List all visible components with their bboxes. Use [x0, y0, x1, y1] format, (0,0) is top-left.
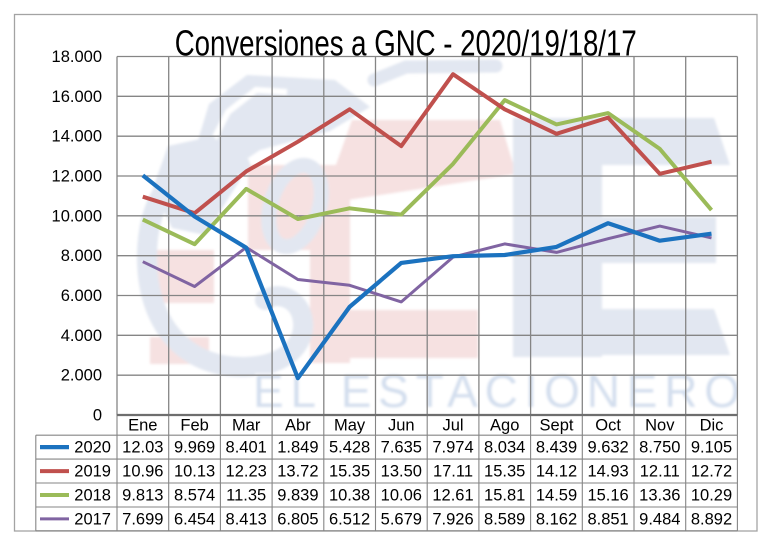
svg-text:2019: 2019	[74, 463, 111, 481]
svg-text:12.000: 12.000	[52, 168, 102, 186]
svg-text:12.23: 12.23	[226, 463, 267, 481]
svg-text:9.484: 9.484	[639, 510, 680, 528]
svg-text:Jun: Jun	[388, 417, 415, 435]
svg-text:8.000: 8.000	[61, 247, 102, 265]
svg-text:Conversiones a GNC - 2020/19/1: Conversiones a GNC - 2020/19/18/17	[175, 23, 637, 64]
svg-text:8.589: 8.589	[484, 510, 525, 528]
svg-text:15.81: 15.81	[484, 487, 525, 505]
svg-text:Jul: Jul	[442, 417, 463, 435]
svg-text:Ago: Ago	[490, 417, 519, 435]
svg-text:14.93: 14.93	[587, 463, 628, 481]
svg-text:14.000: 14.000	[52, 128, 102, 146]
svg-text:14.12: 14.12	[536, 463, 577, 481]
svg-text:Nov: Nov	[645, 417, 675, 435]
svg-text:6.000: 6.000	[61, 287, 102, 305]
svg-text:10.06: 10.06	[381, 487, 422, 505]
svg-text:7.635: 7.635	[381, 439, 422, 457]
svg-text:Dic: Dic	[700, 417, 724, 435]
svg-text:15.16: 15.16	[587, 487, 628, 505]
svg-text:0: 0	[93, 407, 102, 425]
svg-text:7.926: 7.926	[432, 510, 473, 528]
svg-text:13.72: 13.72	[277, 463, 318, 481]
svg-text:9.839: 9.839	[277, 487, 318, 505]
svg-text:2020: 2020	[74, 439, 111, 457]
svg-text:13.36: 13.36	[639, 487, 680, 505]
svg-text:Oct: Oct	[595, 417, 621, 435]
svg-text:May: May	[334, 417, 366, 435]
svg-text:8.574: 8.574	[174, 487, 215, 505]
svg-text:9.632: 9.632	[587, 439, 628, 457]
svg-text:5.679: 5.679	[381, 510, 422, 528]
svg-text:10.000: 10.000	[52, 207, 102, 225]
svg-text:2017: 2017	[74, 510, 111, 528]
svg-text:5.428: 5.428	[329, 439, 370, 457]
svg-text:EL ESTACIONERO: EL ESTACIONERO	[253, 365, 740, 417]
svg-text:9.969: 9.969	[174, 439, 215, 457]
svg-text:14.59: 14.59	[536, 487, 577, 505]
svg-text:13.50: 13.50	[381, 463, 422, 481]
svg-text:12.72: 12.72	[691, 463, 732, 481]
svg-text:2018: 2018	[74, 487, 111, 505]
svg-text:8.892: 8.892	[691, 510, 732, 528]
svg-text:8.851: 8.851	[587, 510, 628, 528]
svg-text:Feb: Feb	[180, 417, 208, 435]
svg-text:11.35: 11.35	[226, 487, 266, 505]
svg-text:12.03: 12.03	[122, 439, 163, 457]
svg-text:16.000: 16.000	[52, 88, 102, 106]
svg-text:Sept: Sept	[540, 417, 574, 435]
svg-text:15.35: 15.35	[484, 463, 525, 481]
svg-text:10.38: 10.38	[329, 487, 370, 505]
svg-text:7.974: 7.974	[432, 439, 473, 457]
svg-text:8.034: 8.034	[484, 439, 525, 457]
svg-text:6.454: 6.454	[174, 510, 215, 528]
svg-text:2.000: 2.000	[61, 367, 102, 385]
svg-text:12.11: 12.11	[640, 463, 680, 481]
svg-text:Abr: Abr	[285, 417, 311, 435]
svg-text:1.849: 1.849	[277, 439, 318, 457]
svg-text:Ene: Ene	[128, 417, 157, 435]
svg-text:7.699: 7.699	[122, 510, 163, 528]
svg-text:10.13: 10.13	[174, 463, 215, 481]
svg-text:Mar: Mar	[232, 417, 261, 435]
svg-text:10.96: 10.96	[122, 463, 163, 481]
svg-text:8.750: 8.750	[639, 439, 680, 457]
svg-text:9.813: 9.813	[122, 487, 163, 505]
svg-text:8.401: 8.401	[226, 439, 267, 457]
svg-text:17.11: 17.11	[433, 463, 473, 481]
svg-text:8.439: 8.439	[536, 439, 577, 457]
svg-text:6.512: 6.512	[329, 510, 370, 528]
svg-text:18.000: 18.000	[52, 48, 102, 66]
svg-text:12.61: 12.61	[432, 487, 473, 505]
svg-text:8.162: 8.162	[536, 510, 577, 528]
svg-text:4.000: 4.000	[61, 327, 102, 345]
svg-text:10.29: 10.29	[691, 487, 732, 505]
svg-text:9.105: 9.105	[691, 439, 732, 457]
svg-text:8.413: 8.413	[226, 510, 267, 528]
svg-text:15.35: 15.35	[329, 463, 370, 481]
svg-text:6.805: 6.805	[277, 510, 318, 528]
